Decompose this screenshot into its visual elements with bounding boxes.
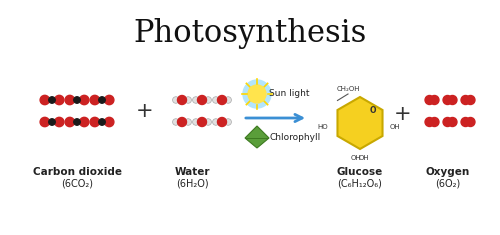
Circle shape <box>74 97 80 103</box>
Circle shape <box>461 118 470 126</box>
Circle shape <box>104 95 114 105</box>
Circle shape <box>198 118 206 126</box>
Text: Carbon dioxide: Carbon dioxide <box>32 167 122 177</box>
Circle shape <box>425 95 434 105</box>
Circle shape <box>80 117 89 127</box>
Circle shape <box>225 97 232 103</box>
Circle shape <box>430 118 439 126</box>
Circle shape <box>243 80 271 108</box>
Polygon shape <box>245 126 269 148</box>
Circle shape <box>218 95 226 105</box>
Text: OH: OH <box>390 124 400 130</box>
Circle shape <box>466 95 475 105</box>
Circle shape <box>65 117 74 127</box>
Circle shape <box>443 95 452 105</box>
Circle shape <box>448 95 457 105</box>
Circle shape <box>448 118 457 126</box>
Text: Glucose: Glucose <box>337 167 383 177</box>
Text: +: + <box>136 101 154 121</box>
Circle shape <box>425 118 434 126</box>
Circle shape <box>178 95 186 105</box>
Circle shape <box>99 119 105 125</box>
Circle shape <box>192 97 199 103</box>
Circle shape <box>40 95 50 105</box>
Circle shape <box>192 119 199 125</box>
Circle shape <box>54 117 64 127</box>
Text: OH: OH <box>358 155 370 161</box>
Text: +: + <box>394 104 412 124</box>
Circle shape <box>185 97 192 103</box>
Circle shape <box>104 117 114 127</box>
Text: Chlorophyll: Chlorophyll <box>269 133 320 142</box>
Circle shape <box>225 119 232 125</box>
Circle shape <box>90 117 100 127</box>
Circle shape <box>99 97 105 103</box>
Circle shape <box>205 97 212 103</box>
Circle shape <box>185 119 192 125</box>
Text: HO: HO <box>318 124 328 130</box>
Circle shape <box>461 95 470 105</box>
Text: OH: OH <box>350 155 362 161</box>
Circle shape <box>172 97 179 103</box>
Circle shape <box>248 85 266 103</box>
Text: Photosynthesis: Photosynthesis <box>134 18 366 49</box>
Circle shape <box>90 95 100 105</box>
Circle shape <box>178 118 186 126</box>
Circle shape <box>212 119 219 125</box>
Text: (6H₂O): (6H₂O) <box>176 179 208 189</box>
Circle shape <box>466 118 475 126</box>
Circle shape <box>198 95 206 105</box>
Circle shape <box>65 95 74 105</box>
Text: Water: Water <box>174 167 210 177</box>
Text: Sun light: Sun light <box>269 90 310 98</box>
Circle shape <box>205 119 212 125</box>
Circle shape <box>430 95 439 105</box>
Text: Oxygen: Oxygen <box>426 167 470 177</box>
FancyArrowPatch shape <box>246 114 302 121</box>
Circle shape <box>40 117 50 127</box>
Polygon shape <box>338 97 382 149</box>
Circle shape <box>54 95 64 105</box>
Circle shape <box>49 119 55 125</box>
Text: (6CO₂): (6CO₂) <box>61 179 93 189</box>
Circle shape <box>74 119 80 125</box>
Circle shape <box>218 118 226 126</box>
Circle shape <box>172 119 179 125</box>
Text: O: O <box>370 106 376 114</box>
Text: (6O₂): (6O₂) <box>436 179 460 189</box>
Circle shape <box>443 118 452 126</box>
Circle shape <box>212 97 219 103</box>
Text: CH₂OH: CH₂OH <box>336 86 360 92</box>
Circle shape <box>49 97 55 103</box>
Text: (C₆H₁₂O₆): (C₆H₁₂O₆) <box>338 179 382 189</box>
Circle shape <box>80 95 89 105</box>
